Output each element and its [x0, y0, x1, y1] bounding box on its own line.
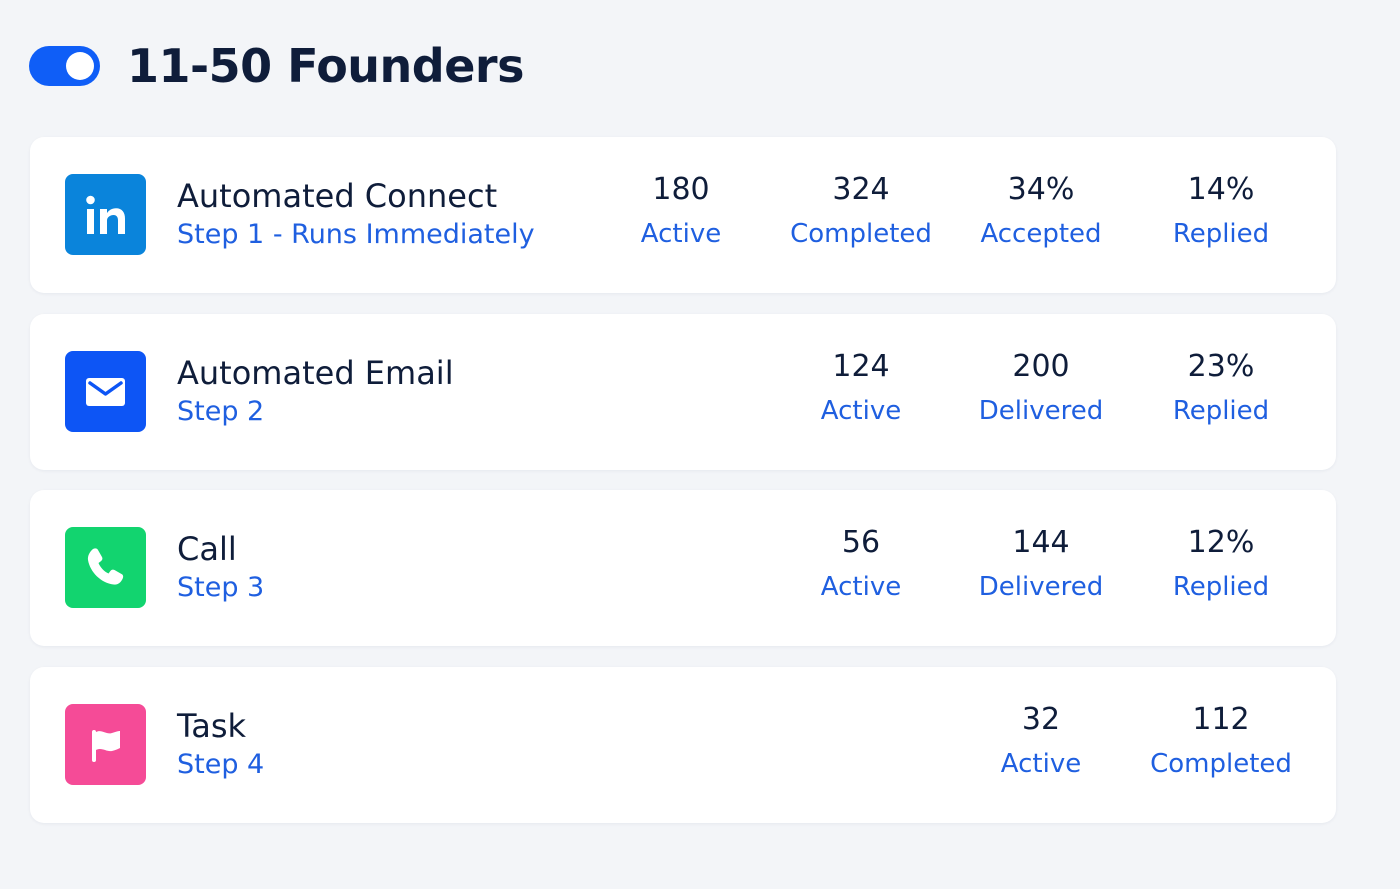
stat-label: Completed — [1150, 748, 1292, 779]
stat-value: 324 — [832, 172, 890, 207]
stat: 14% Replied — [1131, 137, 1311, 293]
step-title: Call — [177, 530, 237, 568]
stat: 12% Replied — [1131, 490, 1311, 646]
step-icon — [65, 703, 146, 785]
stat: 23% Replied — [1131, 314, 1311, 470]
stat-label: Active — [1000, 748, 1082, 779]
stat-value: 124 — [832, 348, 890, 384]
stat-value: 112 — [1192, 701, 1250, 737]
step-title: Automated Email — [177, 353, 454, 392]
header: 11-50 Founders — [29, 38, 524, 94]
stat-label: Active — [640, 219, 722, 249]
stat-value: 23% — [1187, 348, 1255, 384]
stat-value: 180 — [652, 172, 710, 207]
step-card[interactable]: Call Step 3 56 Active 144 Delivered 12% Replied — [30, 490, 1336, 646]
step-title: Automated Connect — [177, 177, 498, 215]
stat-value: 14% — [1187, 172, 1255, 207]
stat-label: Completed — [790, 219, 932, 249]
title: 11-50 Founders — [127, 39, 524, 93]
toggle[interactable] — [29, 46, 100, 86]
icon-glyph — [86, 195, 125, 234]
stat-label: Replied — [1172, 219, 1270, 249]
icon-glyph — [92, 729, 120, 762]
stat: 144 Delivered — [951, 490, 1131, 646]
step-card[interactable]: Automated Connect Step 1 - Runs Immediate… — [30, 137, 1336, 293]
stats: 124 Active 200 Delivered 23% Replied — [771, 314, 1311, 470]
stat-value: 34% — [1007, 172, 1075, 207]
stats: 32 Active 112 Completed — [951, 667, 1311, 823]
stats: 56 Active 144 Delivered 12% Replied — [771, 490, 1311, 646]
stat: 34% Accepted — [951, 137, 1131, 293]
stat: 56 Active — [771, 490, 951, 646]
stat: 112 Completed — [1131, 667, 1311, 823]
stat: 324 Completed — [771, 137, 951, 293]
stat: 200 Delivered — [951, 314, 1131, 470]
step-card[interactable]: Task Step 4 32 Active 112 Completed — [30, 666, 1336, 823]
stat: 180 Active — [591, 137, 771, 293]
stat-value: 144 — [1012, 525, 1070, 560]
stat-label: Replied — [1172, 395, 1270, 426]
stat: 32 Active — [951, 667, 1131, 823]
step-subtitle: Step 3 — [177, 572, 265, 603]
step-icon — [65, 174, 146, 255]
stat-value: 56 — [841, 525, 881, 560]
stat: 124 Active — [771, 314, 951, 470]
stat-label: Replied — [1172, 572, 1270, 602]
step-icon — [65, 527, 146, 608]
step-subtitle: Step 1 - Runs Immediately — [177, 219, 535, 250]
stat-label: Accepted — [980, 219, 1102, 249]
stat-label: Delivered — [978, 395, 1104, 426]
step-subtitle: Step 4 — [177, 748, 265, 780]
stat-value: 200 — [1012, 348, 1070, 384]
stat-label: Delivered — [978, 572, 1104, 602]
step-subtitle: Step 2 — [177, 395, 265, 427]
icon-glyph — [87, 548, 124, 585]
step-card[interactable]: Automated Email Step 2 124 Active 200 Deliver… — [30, 313, 1336, 470]
step-icon — [65, 350, 146, 432]
stat-label: Active — [820, 395, 902, 426]
stats: 180 Active 324 Completed 34% Accepted 14% Repli… — [591, 137, 1311, 293]
icon-glyph — [86, 377, 125, 406]
step-title: Task — [177, 706, 247, 745]
stat-value: 12% — [1187, 525, 1255, 560]
stat-value: 32 — [1021, 701, 1061, 737]
stat-label: Active — [820, 572, 902, 602]
